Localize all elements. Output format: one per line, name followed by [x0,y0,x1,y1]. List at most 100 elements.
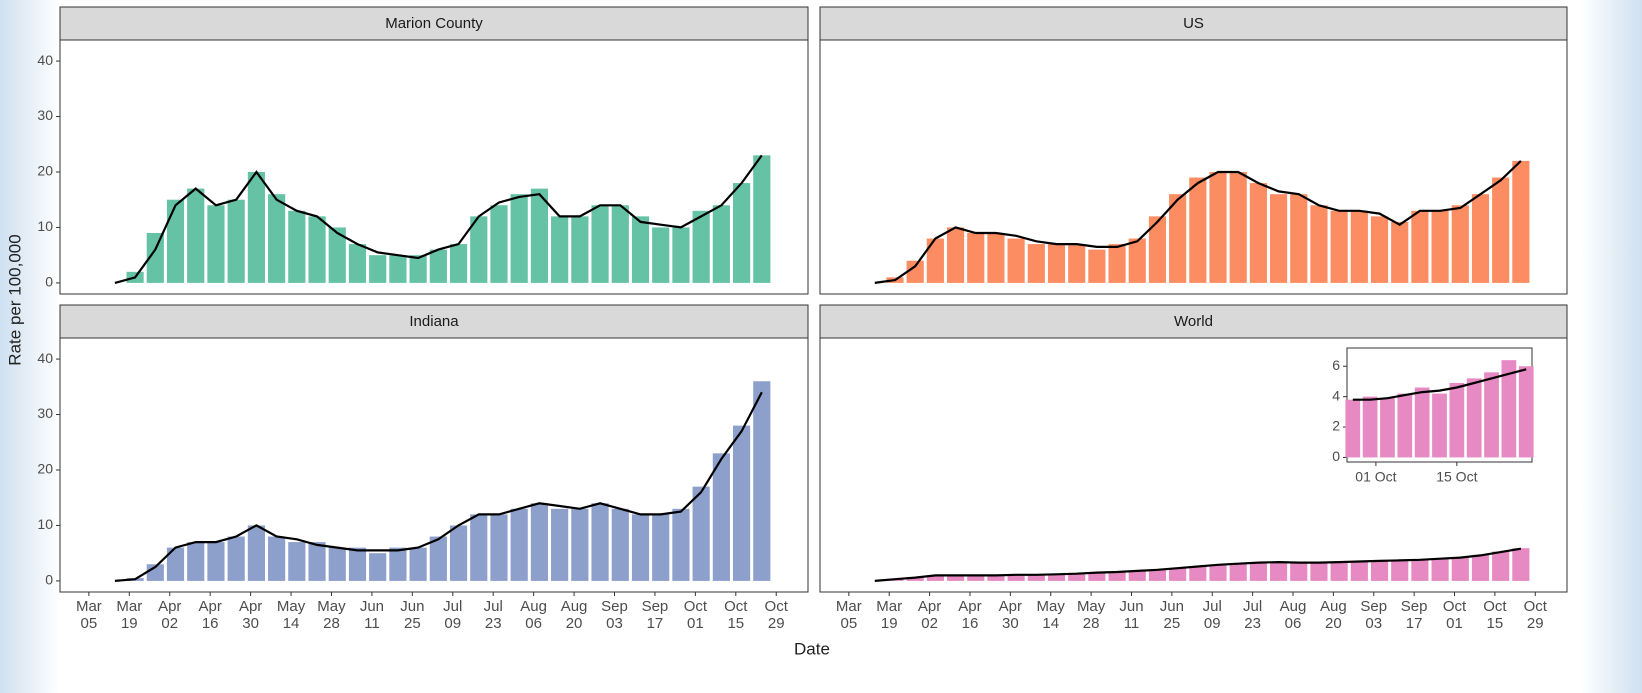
x-tick-label: Jul 23 [1243,598,1263,632]
x-tick-label: Oct 29 [764,598,788,632]
x-tick-label: Mar 05 [75,598,102,632]
bar [672,227,690,283]
bar [1249,183,1267,283]
bar [692,486,710,581]
bar [591,503,609,581]
bar [1411,210,1429,283]
average-line [1352,368,1527,401]
bar [1290,562,1308,581]
y-tick-label: 6 [1332,357,1340,373]
bar [1209,171,1227,283]
facet-title: US [1183,15,1204,32]
facet-strip [59,304,809,339]
bar [166,547,185,581]
bar [369,553,387,581]
bar [732,183,751,283]
y-tick-label: 0 [1332,448,1340,464]
average-line [874,547,1522,582]
bar [207,205,225,283]
bar [611,508,629,581]
bar [753,381,771,581]
bar [470,216,488,283]
bar [308,216,326,283]
bar [1209,564,1227,581]
x-tick-label: Sep 03 [1360,598,1388,632]
average-line [114,391,763,582]
bar [1492,177,1510,283]
bar [1492,551,1510,581]
bar [906,260,924,283]
bar [712,453,730,581]
bar [1128,238,1146,283]
bar [1471,194,1490,283]
bar [187,542,205,581]
bar [247,171,265,283]
bar [1047,244,1066,283]
x-tick-label: Apr 16 [198,598,222,632]
y-tick-label: 20 [37,163,53,179]
bar [1451,205,1469,283]
facet-title: World [1174,313,1213,330]
bar [1108,572,1126,581]
bar [1169,194,1187,283]
x-tick-label: Jul 09 [1202,598,1222,632]
bar [1310,562,1328,581]
bar [1466,378,1482,458]
bar [1088,572,1106,581]
bar [1397,393,1413,458]
bar [631,514,650,581]
bar [227,536,245,581]
bar [1330,210,1348,283]
bar [268,536,286,581]
bar [1501,360,1517,458]
y-tick-label: 30 [37,405,53,421]
x-tick-label: 01 Oct [1355,469,1396,485]
bar [946,227,965,283]
y-tick-label: 40 [37,350,53,366]
bar [328,227,346,283]
bar [328,547,346,581]
y-tick-label: 0 [45,274,53,290]
bar [591,205,609,283]
bar [1169,568,1187,581]
x-tick-label: Oct 01 [1442,598,1467,632]
bar [530,188,549,283]
x-tick-label: May 14 [276,598,306,632]
bar [1330,562,1348,581]
bar [692,210,710,283]
bar [207,542,225,581]
bar [227,199,245,283]
bar [1229,563,1247,581]
bar [187,188,205,283]
x-tick-label: Jun 25 [400,598,425,632]
bar [1148,569,1167,581]
bar [1310,205,1328,283]
x-tick-label: Jul 23 [483,598,503,632]
bar [510,508,528,581]
bar [166,199,185,283]
bar [1370,216,1389,283]
bar [1431,210,1449,283]
bar [1350,210,1368,283]
bar [1027,244,1045,283]
bar [967,575,985,581]
bar [1512,548,1530,581]
x-tick-label: Apr 02 [917,598,942,632]
bar [268,194,286,283]
bar [611,205,629,283]
y-tick-label: 10 [37,516,53,532]
bar [672,508,690,581]
bar [1362,396,1378,458]
bar [449,244,468,283]
x-tick-label: Aug 20 [1320,598,1347,632]
bar [906,577,924,581]
bar [1027,574,1045,581]
bar [1431,558,1449,581]
x-tick-label: Apr 30 [238,598,263,632]
bar [926,238,944,283]
bar [987,574,1005,581]
bar [409,547,427,581]
x-tick-label: Apr 30 [998,598,1023,632]
y-axis-title: Rate per 100,000 [5,234,24,365]
